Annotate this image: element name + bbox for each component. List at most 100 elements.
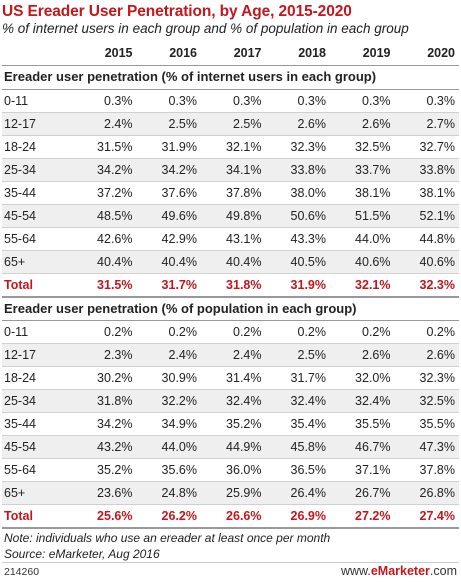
value-cell: 34.2%	[72, 158, 137, 182]
value-cell: 40.6%	[394, 250, 459, 274]
value-cell: 2.7%	[394, 112, 459, 136]
value-cell: 2.6%	[330, 343, 395, 367]
value-cell: 0.2%	[265, 320, 330, 344]
total-value: 32.3%	[394, 273, 459, 298]
header-cell: 2015	[72, 42, 137, 66]
value-cell: 43.1%	[201, 227, 266, 251]
value-cell: 32.4%	[330, 389, 395, 413]
row-label: 25-34	[2, 158, 72, 182]
value-cell: 0.2%	[72, 320, 137, 344]
value-cell: 0.2%	[394, 320, 459, 344]
value-cell: 33.8%	[265, 158, 330, 182]
total-value: 32.1%	[330, 273, 395, 298]
total-value: 27.4%	[394, 504, 459, 529]
value-cell: 34.1%	[201, 158, 266, 182]
section-heading-row: Ereader user penetration (% of populatio…	[2, 296, 459, 321]
value-cell: 2.5%	[265, 343, 330, 367]
value-cell: 46.7%	[330, 435, 395, 459]
value-cell: 36.0%	[201, 458, 266, 482]
brand-name: eMarketer	[370, 564, 430, 578]
table-body: Ereader user penetration (% of internet …	[2, 64, 459, 529]
value-cell: 52.1%	[394, 204, 459, 228]
chart-subtitle: % of internet users in each group and % …	[2, 21, 409, 36]
row-label: 65+	[2, 250, 72, 274]
value-cell: 42.9%	[136, 227, 201, 251]
value-cell: 2.5%	[136, 112, 201, 136]
total-value: 27.2%	[330, 504, 395, 529]
value-cell: 36.5%	[265, 458, 330, 482]
total-row: Total 25.6% 26.2% 26.6% 26.9% 27.2% 27.4%	[2, 504, 459, 529]
total-value: 25.6%	[72, 504, 137, 529]
value-cell: 23.6%	[72, 481, 137, 505]
value-cell: 30.9%	[136, 366, 201, 390]
value-cell: 40.5%	[265, 250, 330, 274]
value-cell: 43.2%	[72, 435, 137, 459]
value-cell: 25.9%	[201, 481, 266, 505]
table-row: 18-24 31.5% 31.9% 32.1% 32.3% 32.5% 32.7%	[2, 135, 459, 159]
value-cell: 2.4%	[201, 343, 266, 367]
value-cell: 43.3%	[265, 227, 330, 251]
section-heading-row: Ereader user penetration (% of internet …	[2, 64, 459, 90]
value-cell: 2.6%	[330, 112, 395, 136]
value-cell: 35.2%	[72, 458, 137, 482]
table-row: 55-64 42.6% 42.9% 43.1% 43.3% 44.0% 44.8%	[2, 227, 459, 251]
brand-prefix: www.	[340, 564, 371, 578]
value-cell: 31.7%	[265, 366, 330, 390]
chart-source: Source: eMarketer, Aug 2016	[4, 547, 160, 561]
value-cell: 32.5%	[330, 135, 395, 159]
footer: 214260 www.eMarketer.com	[2, 562, 459, 579]
value-cell: 45.8%	[265, 435, 330, 459]
value-cell: 0.3%	[136, 89, 201, 113]
table-row: 0-11 0.3% 0.3% 0.3% 0.3% 0.3% 0.3%	[2, 89, 459, 113]
value-cell: 35.4%	[265, 412, 330, 436]
chart-id: 214260	[4, 566, 40, 578]
row-label: 0-11	[2, 320, 72, 344]
table-row: 65+ 40.4% 40.4% 40.4% 40.5% 40.6% 40.6%	[2, 250, 459, 274]
table-row: 55-64 35.2% 35.6% 36.0% 36.5% 37.1% 37.8%	[2, 458, 459, 482]
value-cell: 0.3%	[72, 89, 137, 113]
value-cell: 2.4%	[136, 343, 201, 367]
chart-title: US Ereader User Penetration, by Age, 201…	[2, 3, 352, 20]
value-cell: 35.2%	[201, 412, 266, 436]
value-cell: 26.4%	[265, 481, 330, 505]
row-label: 45-54	[2, 435, 72, 459]
value-cell: 51.5%	[330, 204, 395, 228]
brand-logo: www.eMarketer.com	[341, 564, 457, 578]
value-cell: 32.4%	[265, 389, 330, 413]
total-label: Total	[2, 273, 72, 298]
value-cell: 26.7%	[330, 481, 395, 505]
value-cell: 30.2%	[72, 366, 137, 390]
total-value: 31.9%	[265, 273, 330, 298]
value-cell: 37.6%	[136, 181, 201, 205]
value-cell: 38.0%	[265, 181, 330, 205]
value-cell: 31.4%	[201, 366, 266, 390]
value-cell: 40.4%	[72, 250, 137, 274]
value-cell: 35.5%	[394, 412, 459, 436]
value-cell: 37.2%	[72, 181, 137, 205]
total-value: 26.2%	[136, 504, 201, 529]
value-cell: 32.4%	[201, 389, 266, 413]
table-row: 12-17 2.4% 2.5% 2.5% 2.6% 2.6% 2.7%	[2, 112, 459, 136]
total-value: 31.5%	[72, 273, 137, 298]
section-heading: Ereader user penetration (% of internet …	[2, 64, 459, 90]
value-cell: 48.5%	[72, 204, 137, 228]
header-cell: 2020	[394, 42, 459, 66]
value-cell: 0.3%	[330, 89, 395, 113]
value-cell: 50.6%	[265, 204, 330, 228]
total-value: 26.9%	[265, 504, 330, 529]
total-value: 31.7%	[136, 273, 201, 298]
value-cell: 34.2%	[136, 158, 201, 182]
row-label: 35-44	[2, 181, 72, 205]
value-cell: 0.3%	[394, 89, 459, 113]
value-cell: 31.8%	[72, 389, 137, 413]
value-cell: 38.1%	[394, 181, 459, 205]
value-cell: 0.3%	[265, 89, 330, 113]
table-row: 35-44 34.2% 34.9% 35.2% 35.4% 35.5% 35.5%	[2, 412, 459, 436]
header-row: 2015 2016 2017 2018 2019 2020	[2, 42, 459, 66]
value-cell: 33.7%	[330, 158, 395, 182]
section-heading: Ereader user penetration (% of populatio…	[2, 296, 459, 321]
header-cell: 2019	[330, 42, 395, 66]
value-cell: 34.2%	[72, 412, 137, 436]
table-row: 0-11 0.2% 0.2% 0.2% 0.2% 0.2% 0.2%	[2, 320, 459, 344]
